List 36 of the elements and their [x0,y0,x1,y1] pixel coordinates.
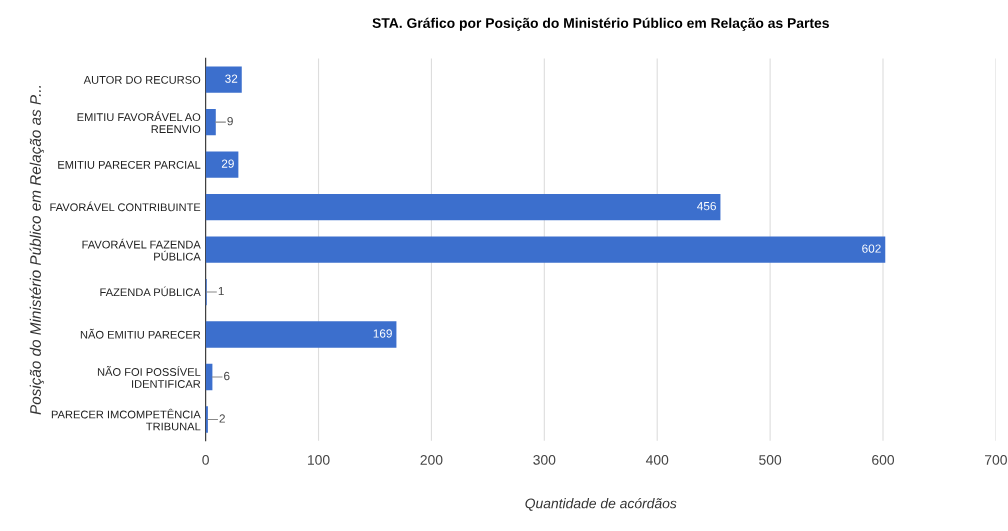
bar [205,193,721,221]
bar [205,66,242,93]
data-label: 9 [227,116,233,126]
data-label: 169 [373,329,392,338]
x-tick-label: 300 [533,454,556,465]
bar [205,406,208,433]
data-label: 6 [224,371,230,381]
y-tick-label: FAVORÁVEL FAZENDA PÚBLICA [82,238,201,261]
chart-title: STA. Gráfico por Posição do Ministério Público em Relação as Partes [372,17,829,31]
data-label: 29 [221,159,234,168]
x-tick-label: 600 [872,454,895,465]
data-label: 32 [225,74,238,83]
y-tick-label: EMITIU FAVORÁVEL AO REENVIO [77,111,201,134]
x-tick-label: 400 [645,454,669,465]
x-tick-label: 200 [420,454,443,465]
bar [205,151,239,178]
x-tick-label: 0 [202,454,209,465]
y-tick-label: AUTOR DO RECURSO [83,75,201,84]
x-tick-label: 700 [985,454,1007,465]
data-label: 1 [218,286,224,296]
data-label: 602 [862,244,881,253]
x-axis-title: Quantidade de acórdãos [525,497,677,511]
bar [205,321,397,348]
x-tick-label: 500 [759,454,782,465]
bar [205,108,216,136]
y-tick-label: FAZENDA PÚBLICA [100,286,201,297]
bar [205,236,886,263]
y-tick-label: NÃO EMITIU PARECER [80,328,201,339]
y-tick-label: EMITIU PARECER PARCIAL [58,160,201,169]
data-label: 2 [219,414,225,423]
y-tick-label: NÃO FOI POSSÍVEL IDENTIFICAR [97,366,201,388]
data-label: 456 [697,201,716,211]
y-tick-label: FAVORÁVEL CONTRIBUINTE [50,201,201,212]
y-tick-label: PARECER IMCOMPETÊNCIA TRIBUNAL [51,408,201,431]
y-axis-title: Posição do Ministério Público em Relação as P... [29,85,44,415]
x-tick-label: 100 [308,454,330,465]
